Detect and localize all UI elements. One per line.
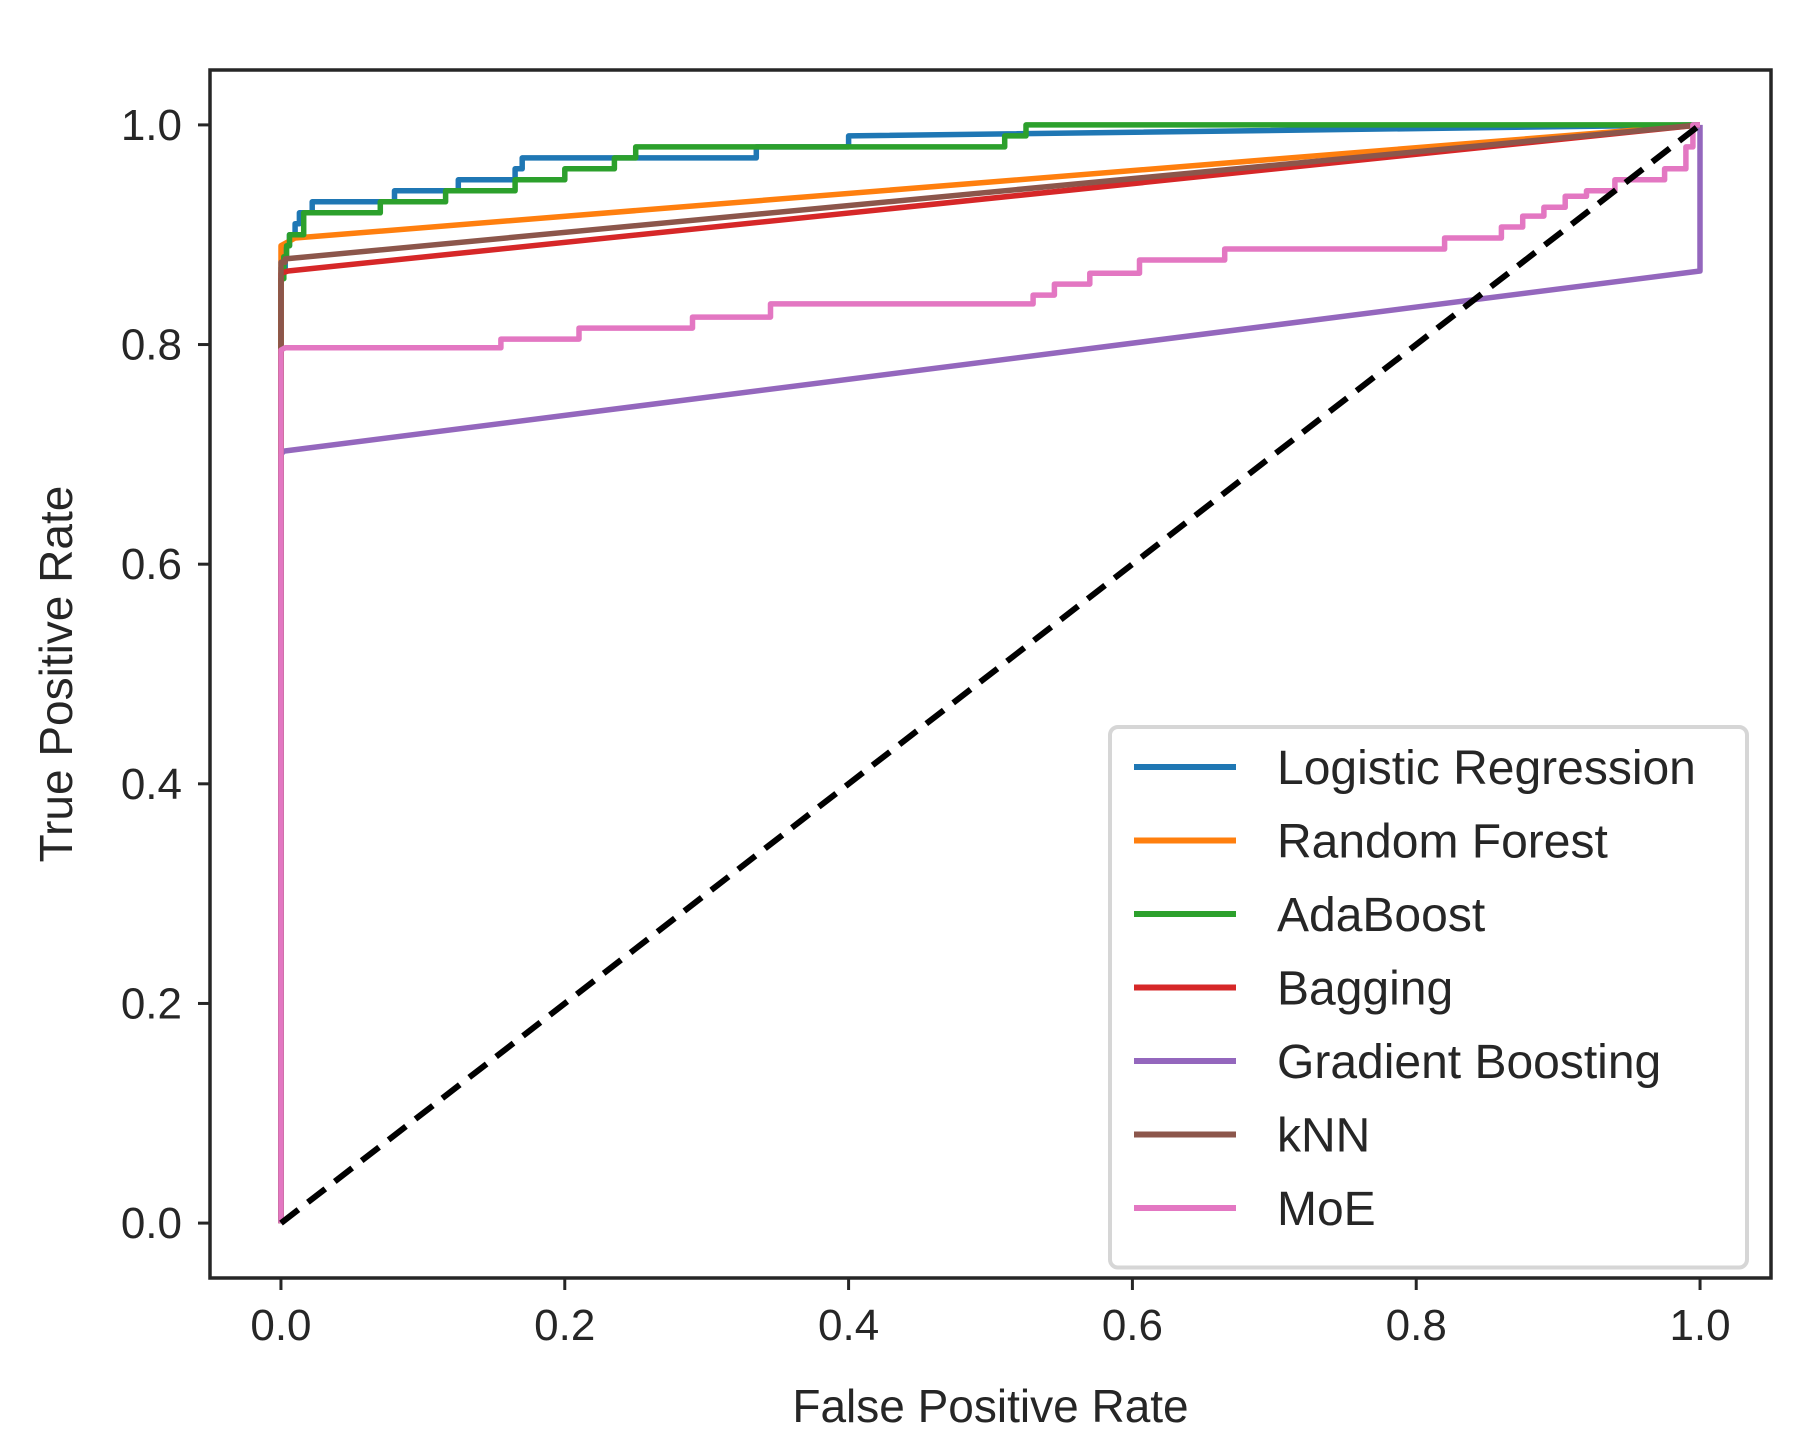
y-tick-label: 1.0 [121, 101, 182, 150]
series-line-random-baseline [279, 122, 1702, 1226]
axes-frame [208, 68, 1773, 1280]
legend-label-moe: MoE [1277, 1183, 1376, 1236]
legend-box [1108, 725, 1749, 1270]
y-tick-label: 0.4 [121, 760, 182, 809]
y-tick-label: 0.8 [121, 321, 182, 370]
axis-ticks: 0.0 0.2 0.4 0.6 0.8 1.0 0.0 0.2 0.4 0.6 0.8 1.0 [121, 101, 1731, 1350]
y-tick-label: 0.6 [121, 540, 182, 589]
series-line-adaboost [278, 122, 1700, 1224]
legend: Logistic Regression Random Forest AdaBoost… [1108, 725, 1749, 1270]
legend-label-logistic-regression: Logistic Regression [1277, 742, 1696, 795]
x-axis-label: False Positive Rate [792, 1380, 1188, 1432]
legend-label-knn: kNN [1277, 1110, 1370, 1163]
legend-label-bagging: Bagging [1277, 963, 1453, 1016]
series-line-moe [278, 122, 1700, 1224]
x-tick-label: 0.8 [1386, 1301, 1447, 1350]
legend-label-adaboost: AdaBoost [1277, 889, 1485, 942]
y-tick-label: 0.0 [121, 1199, 182, 1248]
x-tick-label: 0.6 [1102, 1301, 1163, 1350]
x-tick-label: 0.4 [818, 1301, 879, 1350]
y-tick-label: 0.2 [121, 979, 182, 1028]
x-tick-label: 0.0 [250, 1301, 311, 1350]
legend-label-gradient-boosting: Gradient Boosting [1277, 1036, 1661, 1089]
plot-area [278, 122, 1703, 1226]
legend-label-random-forest: Random Forest [1277, 816, 1608, 869]
y-axis-label: True Positive Rate [30, 486, 82, 863]
x-tick-label: 0.2 [534, 1301, 595, 1350]
x-tick-label: 1.0 [1669, 1301, 1730, 1350]
